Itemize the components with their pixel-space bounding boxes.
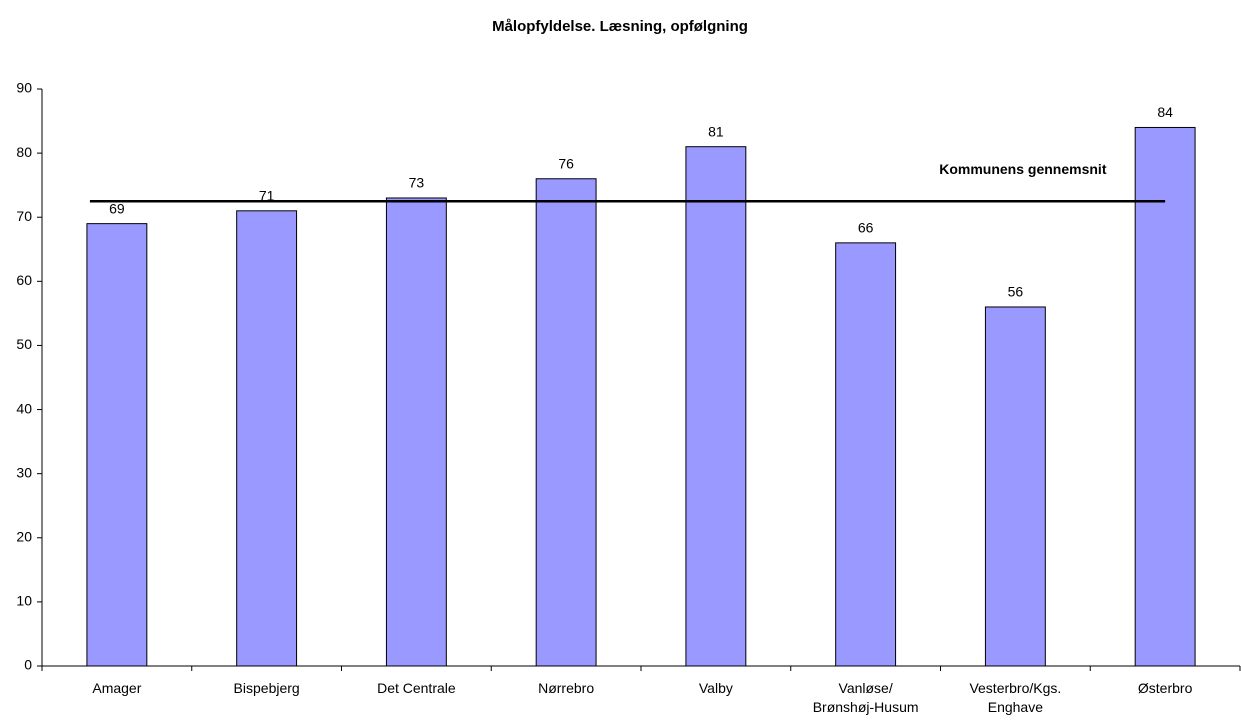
chart-title: Målopfyldelse. Læsning, opfølgning	[492, 18, 748, 35]
x-tick-label: Vanløse/Brønshøj-Husum	[813, 680, 919, 715]
x-tick-label: Det Centrale	[377, 680, 456, 696]
bar	[685, 146, 747, 667]
bar	[535, 178, 597, 667]
y-tick-label: 90	[16, 80, 32, 96]
value-label: 71	[259, 188, 275, 204]
bar	[385, 197, 447, 667]
value-label: 81	[708, 123, 724, 139]
y-tick-label: 50	[16, 336, 32, 352]
bar	[835, 242, 897, 667]
reference-label: Kommunens gennemsnit	[939, 161, 1107, 177]
x-tick-label: Bispebjerg	[234, 680, 300, 696]
bar	[1134, 126, 1196, 667]
value-label: 56	[1008, 284, 1024, 300]
x-tick-label: Nørrebro	[538, 680, 594, 696]
y-tick-label: 70	[16, 208, 32, 224]
bar	[86, 223, 148, 667]
y-tick-label: 0	[24, 657, 32, 673]
bar	[236, 210, 298, 667]
value-label: 69	[109, 200, 125, 216]
y-tick-label: 60	[16, 272, 32, 288]
x-tick-label: Østerbro	[1138, 680, 1193, 696]
x-tick-label: Amager	[92, 680, 141, 696]
y-tick-label: 10	[16, 593, 32, 609]
value-label: 76	[558, 155, 574, 171]
x-tick-label: Valby	[699, 680, 733, 696]
y-tick-label: 30	[16, 464, 32, 480]
y-tick-label: 40	[16, 400, 32, 416]
value-label: 66	[858, 220, 874, 236]
y-tick-label: 20	[16, 528, 32, 544]
bar	[984, 306, 1046, 667]
value-label: 73	[409, 175, 425, 191]
value-label: 84	[1157, 104, 1173, 120]
x-tick-label: Vesterbro/Kgs. Enghave	[969, 680, 1061, 715]
y-tick-label: 80	[16, 144, 32, 160]
